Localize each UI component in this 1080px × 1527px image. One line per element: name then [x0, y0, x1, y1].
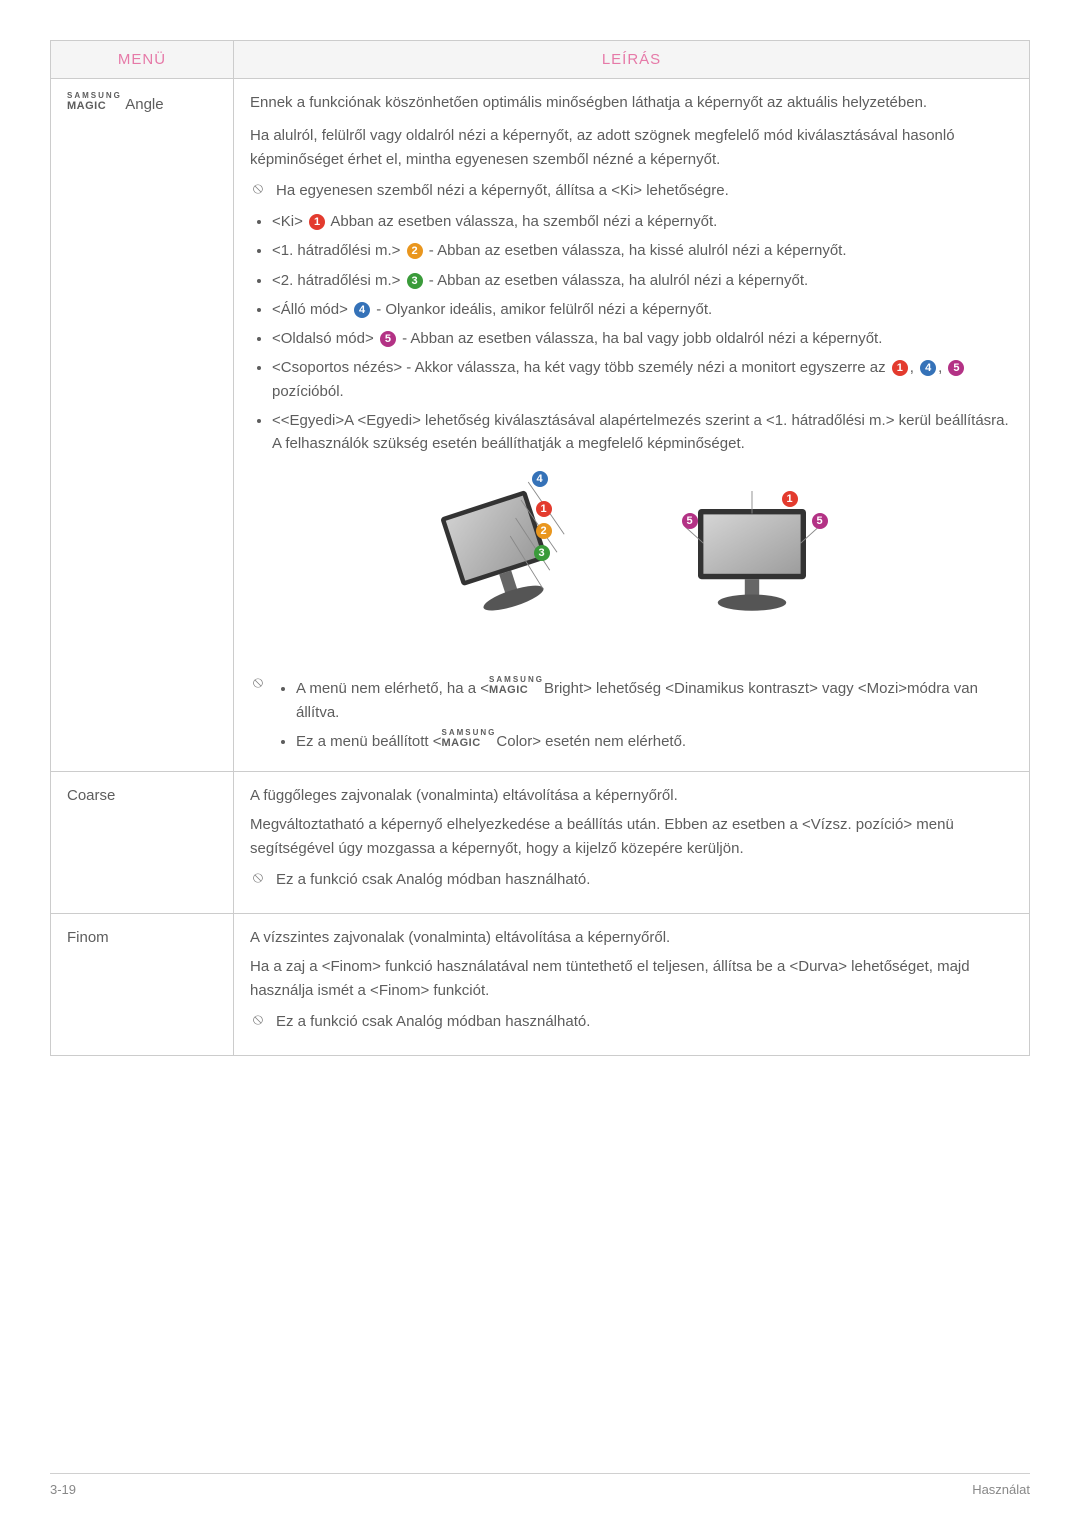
row-finom: Finom A vízszintes zajvonalak (vonalmint… — [51, 914, 1030, 1056]
desc-coarse: A függőleges zajvonalak (vonalminta) elt… — [234, 772, 1030, 914]
menu-magic-angle: SAMSUNG MAGIC Angle — [51, 79, 234, 772]
magic-li7: <<Egyedi>A <Egyedi> lehetőség kiválasztá… — [272, 409, 1013, 456]
footer-left: 3-19 — [50, 1482, 76, 1497]
menu-coarse: Coarse — [51, 772, 234, 914]
info-icon: ⦸ — [250, 181, 266, 197]
finom-p1: A vízszintes zajvonalak (vonalminta) elt… — [250, 926, 1013, 949]
info-icon: ⦸ — [250, 675, 266, 691]
magic-angle-suffix: Angle — [125, 96, 163, 113]
finom-note-text: Ez a funkció csak Analóg módban használh… — [276, 1010, 590, 1033]
col-header-menu: MENÜ — [51, 41, 234, 79]
samsung-magic-logo-inline2: SAMSUNGMAGIC — [442, 728, 497, 748]
num-4-icon: 4 — [354, 302, 370, 318]
magic-li2: <1. hátradőlési m.> 2 - Abban az esetben… — [272, 239, 1013, 262]
magic-li4: <Álló mód> 4 - Olyankor ideális, amikor … — [272, 298, 1013, 321]
info-icon: ⦸ — [250, 870, 266, 886]
num-3-icon: 3 — [407, 273, 423, 289]
num-5b-icon: 5 — [948, 360, 964, 376]
row-coarse: Coarse A függőleges zajvonalak (vonalmin… — [51, 772, 1030, 914]
footer-right: Használat — [972, 1482, 1030, 1497]
coarse-p2: Megváltoztatható a képernyő elhelyezkedé… — [250, 813, 1013, 860]
magic-li1: <Ki> 1 Abban az esetben válassza, ha sze… — [272, 210, 1013, 233]
page: MENÜ LEÍRÁS SAMSUNG MAGIC Angle Ennek a … — [0, 0, 1080, 1527]
menu-finom: Finom — [51, 914, 234, 1056]
magic-note-1: ⦸ Ha egyenesen szemből nézi a képernyőt,… — [250, 179, 1013, 202]
diag-l-3: 3 — [534, 545, 550, 561]
magic-p2: Ha alulról, felülről vagy oldalról nézi … — [250, 124, 1013, 171]
diag-l-1: 1 — [536, 501, 552, 517]
coarse-note: ⦸ Ez a funkció csak Analóg módban haszná… — [250, 868, 1013, 891]
coarse-note-text: Ez a funkció csak Analóg módban használh… — [276, 868, 590, 891]
finom-note: ⦸ Ez a funkció csak Analóg módban haszná… — [250, 1010, 1013, 1033]
magic-li3: <2. hátradőlési m.> 3 - Abban az esetben… — [272, 269, 1013, 292]
coarse-p1: A függőleges zajvonalak (vonalminta) elt… — [250, 784, 1013, 807]
diag-r-5a: 5 — [682, 513, 698, 529]
num-4b-icon: 4 — [920, 360, 936, 376]
diag-r-5b: 5 — [812, 513, 828, 529]
desc-finom: A vízszintes zajvonalak (vonalminta) elt… — [234, 914, 1030, 1056]
page-footer: 3-19 Használat — [50, 1473, 1030, 1497]
samsung-magic-logo-inline: SAMSUNGMAGIC — [489, 675, 544, 695]
magic-note-1-text: Ha egyenesen szemből nézi a képernyőt, á… — [276, 179, 729, 202]
num-1b-icon: 1 — [892, 360, 908, 376]
magic-list: <Ki> 1 Abban az esetben válassza, ha sze… — [250, 210, 1013, 455]
magic-p1: Ennek a funkciónak köszönhetően optimáli… — [250, 91, 1013, 114]
samsung-magic-logo: SAMSUNG MAGIC — [67, 91, 122, 111]
magic-note-block: ⦸ A menü nem elérhető, ha a <SAMSUNGMAGI… — [250, 671, 1013, 757]
diag-l-2: 2 — [536, 523, 552, 539]
magic-li6: <Csoportos nézés> - Akkor válassza, ha k… — [272, 356, 1013, 403]
diag-l-4: 4 — [532, 471, 548, 487]
desc-magic-angle: Ennek a funkciónak köszönhetően optimáli… — [234, 79, 1030, 772]
diagram-left-monitor: 4 1 2 3 — [422, 473, 602, 653]
row-magic-angle: SAMSUNG MAGIC Angle Ennek a funkciónak k… — [51, 79, 1030, 772]
info-icon: ⦸ — [250, 1012, 266, 1028]
settings-table: MENÜ LEÍRÁS SAMSUNG MAGIC Angle Ennek a … — [50, 40, 1030, 1056]
finom-p2: Ha a zaj a <Finom> funkció használatával… — [250, 955, 1013, 1002]
magic-noteA: A menü nem elérhető, ha a <SAMSUNGMAGICB… — [296, 675, 1013, 724]
diag-r-1: 1 — [782, 491, 798, 507]
num-5-icon: 5 — [380, 331, 396, 347]
magic-li5: <Oldalsó mód> 5 - Abban az esetben válas… — [272, 327, 1013, 350]
num-1-icon: 1 — [309, 214, 325, 230]
diagram-right-monitor: 1 5 5 — [662, 473, 842, 653]
num-2-icon: 2 — [407, 243, 423, 259]
magic-noteB: Ez a menü beállított <SAMSUNGMAGICColor>… — [296, 728, 1013, 753]
angle-diagram: 4 1 2 3 — [250, 473, 1013, 653]
col-header-desc: LEÍRÁS — [234, 41, 1030, 79]
